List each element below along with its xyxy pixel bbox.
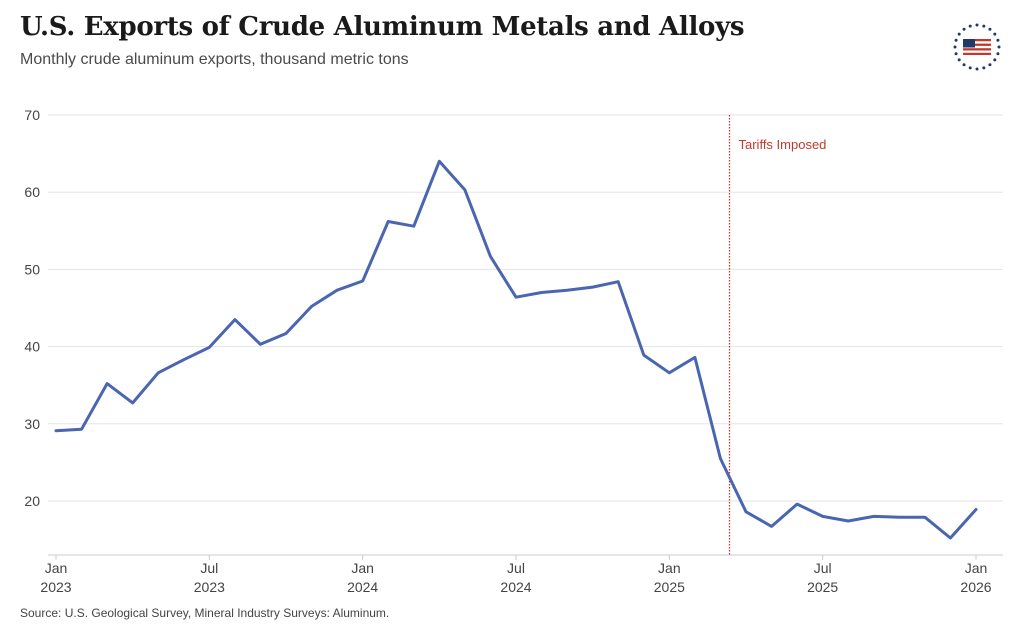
series-layer xyxy=(54,159,978,540)
x-tick-label-month: Jul xyxy=(507,560,525,576)
y-tick-label: 20 xyxy=(24,493,40,509)
y-axis-tick-labels: 20 30 40 50 60 70 xyxy=(24,107,40,509)
y-tick-label: 40 xyxy=(24,339,40,355)
x-tick-label-month: Jul xyxy=(814,560,832,576)
x-tick-label-month: Jan xyxy=(45,560,68,576)
x-tick-label-month: Jan xyxy=(658,560,681,576)
y-tick-label: 50 xyxy=(24,261,40,277)
tariffs-label: Tariffs Imposed xyxy=(739,137,827,152)
us-flag-logo-icon xyxy=(952,22,1002,72)
x-tick-label-month: Jan xyxy=(351,560,374,576)
series-line xyxy=(54,159,978,540)
x-tick-label-year: 2026 xyxy=(960,579,991,595)
x-tick-label-year: 2023 xyxy=(40,579,71,595)
gridlines xyxy=(48,114,1003,502)
y-tick-label: 70 xyxy=(24,107,40,123)
x-tick-label-month: Jul xyxy=(200,560,218,576)
x-tick-label-month: Jan xyxy=(965,560,988,576)
x-tick-label-year: 2024 xyxy=(500,579,531,595)
x-tick-label-year: 2025 xyxy=(807,579,838,595)
tariff-annotation: Tariffs Imposed xyxy=(728,115,827,555)
x-tick-label-year: 2023 xyxy=(194,579,225,595)
x-tick-label-year: 2025 xyxy=(654,579,685,595)
y-tick-label: 30 xyxy=(24,416,40,432)
source-note: Source: U.S. Geological Survey, Mineral … xyxy=(20,606,390,620)
chart-title: U.S. Exports of Crude Aluminum Metals an… xyxy=(20,12,745,42)
x-axis: Jan 2023 Jul 2023 Jan 2024 Jul 2024 Jan 2025 Jul 20… xyxy=(40,554,1003,595)
chart-subtitle: Monthly crude aluminum exports, thousand… xyxy=(20,51,409,68)
y-tick-label: 60 xyxy=(24,184,40,200)
x-tick-label-year: 2024 xyxy=(347,579,378,595)
